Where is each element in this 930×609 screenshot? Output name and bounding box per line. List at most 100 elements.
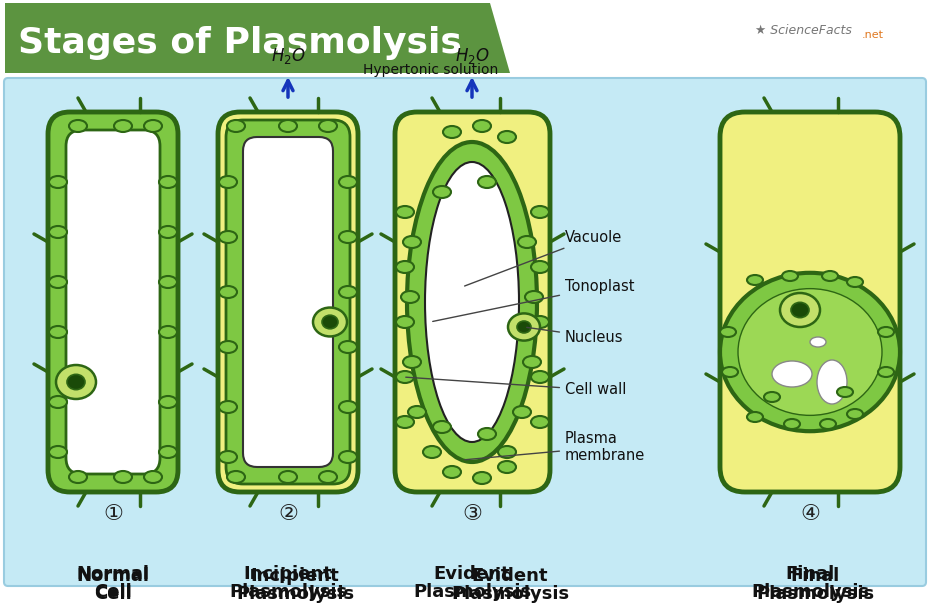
Ellipse shape (313, 308, 347, 336)
Ellipse shape (396, 371, 414, 383)
Ellipse shape (319, 120, 337, 132)
Ellipse shape (227, 471, 245, 483)
Ellipse shape (878, 367, 894, 377)
Ellipse shape (219, 231, 237, 243)
Ellipse shape (322, 315, 338, 329)
Ellipse shape (473, 472, 491, 484)
Ellipse shape (784, 419, 800, 429)
Ellipse shape (443, 126, 461, 138)
Text: ③: ③ (462, 504, 482, 524)
Ellipse shape (720, 327, 736, 337)
Ellipse shape (433, 186, 451, 198)
Ellipse shape (738, 289, 882, 415)
Text: .net: .net (862, 30, 884, 40)
Ellipse shape (339, 231, 357, 243)
Ellipse shape (396, 316, 414, 328)
Ellipse shape (219, 176, 237, 188)
Text: ②: ② (278, 504, 298, 524)
Ellipse shape (144, 120, 162, 132)
Ellipse shape (513, 406, 531, 418)
Ellipse shape (144, 471, 162, 483)
Text: Normal: Normal (76, 565, 150, 583)
Polygon shape (5, 3, 510, 73)
Ellipse shape (508, 314, 540, 340)
Ellipse shape (498, 461, 516, 473)
Ellipse shape (396, 416, 414, 428)
Ellipse shape (722, 367, 738, 377)
Text: Evident: Evident (433, 565, 511, 583)
Ellipse shape (67, 375, 85, 390)
Ellipse shape (159, 446, 177, 458)
FancyBboxPatch shape (720, 112, 900, 492)
Text: Cell: Cell (94, 585, 132, 603)
Text: Plasmolysis: Plasmolysis (756, 585, 874, 603)
Text: Nucleus: Nucleus (526, 328, 623, 345)
Text: Final: Final (785, 565, 834, 583)
Ellipse shape (531, 206, 549, 218)
FancyBboxPatch shape (4, 78, 926, 586)
Ellipse shape (820, 419, 836, 429)
FancyBboxPatch shape (226, 120, 350, 484)
FancyBboxPatch shape (48, 112, 178, 492)
Ellipse shape (339, 176, 357, 188)
Ellipse shape (279, 120, 297, 132)
Ellipse shape (423, 446, 441, 458)
Ellipse shape (49, 446, 67, 458)
Text: $H_2O$: $H_2O$ (455, 46, 489, 66)
Ellipse shape (791, 302, 809, 318)
Text: ①: ① (103, 504, 123, 524)
Text: Plasmolysis: Plasmolysis (413, 583, 531, 601)
Ellipse shape (531, 371, 549, 383)
Ellipse shape (219, 451, 237, 463)
Ellipse shape (396, 206, 414, 218)
Ellipse shape (69, 471, 87, 483)
Text: Hypertonic solution: Hypertonic solution (363, 63, 498, 77)
Ellipse shape (408, 406, 426, 418)
Ellipse shape (473, 120, 491, 132)
Ellipse shape (478, 176, 496, 188)
Ellipse shape (837, 387, 853, 397)
Ellipse shape (49, 276, 67, 288)
Ellipse shape (339, 341, 357, 353)
Text: Incipient: Incipient (244, 565, 332, 583)
Ellipse shape (69, 120, 87, 132)
Ellipse shape (401, 291, 419, 303)
Ellipse shape (847, 409, 863, 419)
Ellipse shape (114, 471, 132, 483)
FancyBboxPatch shape (218, 112, 358, 492)
Text: Tonoplast: Tonoplast (432, 280, 634, 322)
Ellipse shape (114, 120, 132, 132)
Ellipse shape (498, 446, 516, 458)
Ellipse shape (339, 451, 357, 463)
Ellipse shape (772, 361, 812, 387)
Ellipse shape (822, 271, 838, 281)
Ellipse shape (49, 326, 67, 338)
Ellipse shape (159, 276, 177, 288)
Ellipse shape (403, 236, 421, 248)
Ellipse shape (433, 421, 451, 433)
Ellipse shape (159, 226, 177, 238)
Ellipse shape (279, 471, 297, 483)
Ellipse shape (219, 401, 237, 413)
Ellipse shape (780, 293, 820, 327)
FancyBboxPatch shape (66, 130, 160, 474)
Ellipse shape (159, 176, 177, 188)
Text: $H_2O$: $H_2O$ (271, 46, 305, 66)
Ellipse shape (219, 341, 237, 353)
Text: Cell wall: Cell wall (405, 377, 627, 398)
Text: Vacuole: Vacuole (465, 230, 622, 286)
FancyBboxPatch shape (243, 137, 333, 467)
Ellipse shape (531, 316, 549, 328)
Ellipse shape (443, 466, 461, 478)
Ellipse shape (523, 356, 541, 368)
Ellipse shape (764, 392, 780, 402)
Ellipse shape (227, 120, 245, 132)
Text: Stages of Plasmolysis: Stages of Plasmolysis (18, 26, 462, 60)
Text: Plasmolysis: Plasmolysis (229, 583, 347, 601)
FancyBboxPatch shape (395, 112, 550, 492)
Ellipse shape (396, 261, 414, 273)
Ellipse shape (878, 327, 894, 337)
Ellipse shape (498, 131, 516, 143)
Ellipse shape (407, 142, 537, 462)
Text: Cell: Cell (94, 583, 132, 601)
